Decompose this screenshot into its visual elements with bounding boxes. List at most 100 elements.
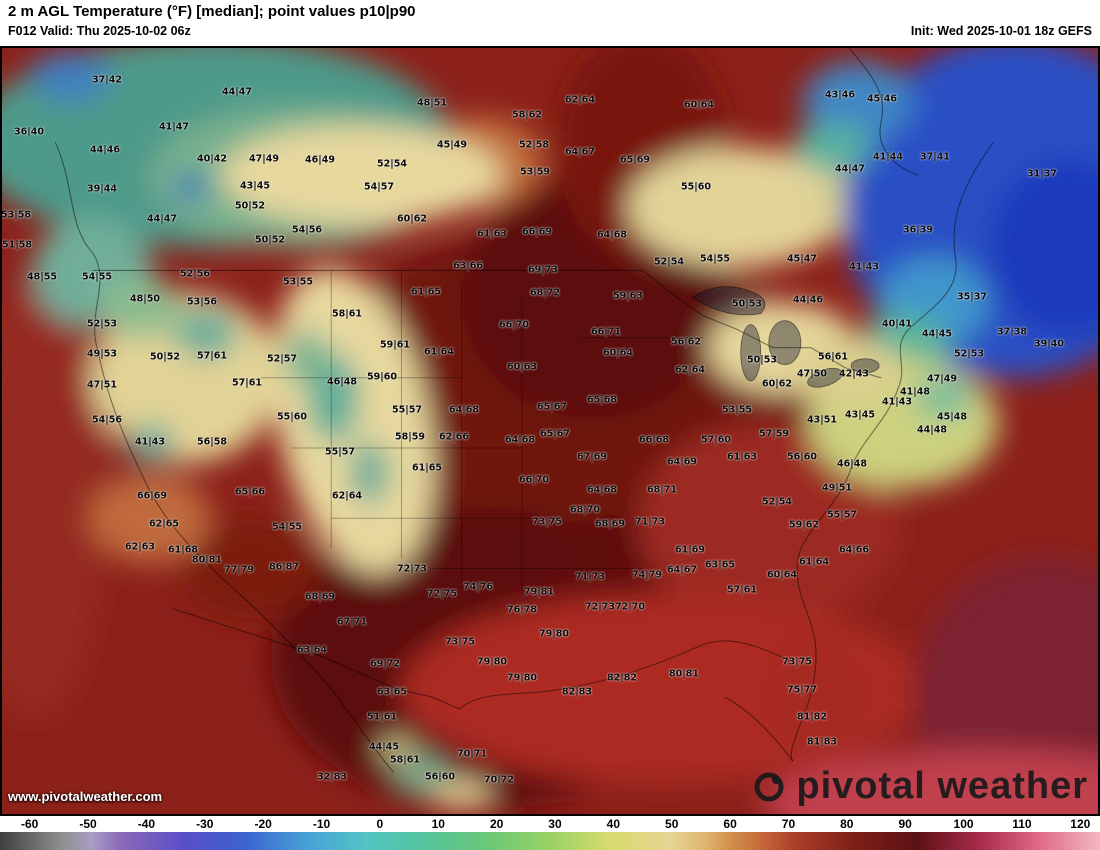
point-value: 58|61 <box>332 308 362 320</box>
state-borders <box>260 270 703 594</box>
point-value: 71|73 <box>575 571 605 583</box>
point-value: 66|70 <box>519 474 549 486</box>
point-value: 60|64 <box>603 347 633 359</box>
point-value: 86|87 <box>269 561 299 573</box>
point-value: 44|45 <box>369 741 399 753</box>
point-value: 44|47 <box>222 86 252 98</box>
point-value: 72|73 <box>397 563 427 575</box>
point-value: 73|75 <box>445 636 475 648</box>
point-value: 42|43 <box>839 368 869 380</box>
point-value: 65|67 <box>537 401 567 413</box>
point-value: 65|66 <box>235 486 265 498</box>
point-value: 77|79 <box>224 564 254 576</box>
point-value: 64|68 <box>449 404 479 416</box>
point-value: 53|56 <box>187 296 217 308</box>
point-value: 59|63 <box>613 290 643 302</box>
temperature-field <box>2 48 1098 814</box>
colorbar-tick-label: -30 <box>196 817 214 831</box>
point-value: 60|63 <box>507 361 537 373</box>
point-value: 66|68 <box>639 434 669 446</box>
point-value: 61|65 <box>411 286 441 298</box>
point-value: 69|72 <box>370 658 400 670</box>
point-value: 73|75 <box>782 656 812 668</box>
point-value: 68|69 <box>305 591 335 603</box>
point-value: 79|80 <box>539 628 569 640</box>
point-value: 37|38 <box>997 326 1027 338</box>
point-value: 75|77 <box>787 684 817 696</box>
colorbar: -60 -50 -40 -30 -20 -10 0 10 20 30 40 50 60 70 80 90 100… <box>0 816 1100 850</box>
point-value: 53|55 <box>283 276 313 288</box>
point-value: 54|56 <box>92 414 122 426</box>
point-value: 57|61 <box>232 377 262 389</box>
point-value: 55|60 <box>277 411 307 423</box>
site-url-watermark: www.pivotalweather.com <box>8 789 163 804</box>
colorbar-tick-label: 20 <box>489 817 504 831</box>
point-value: 61|63 <box>477 228 507 240</box>
map-canvas[interactable]: 37|42 44|47 48|51 58|62 62|64 60|64 43|46 45|46… <box>0 46 1100 816</box>
point-value: 41|43 <box>882 396 912 408</box>
point-value: 44|45 <box>922 328 952 340</box>
point-value: 35|37 <box>957 291 987 303</box>
colorbar-tick-label: 60 <box>723 817 737 831</box>
point-value: 52|56 <box>180 268 210 280</box>
point-value: 55|57 <box>392 404 422 416</box>
init-time-label: Init: Wed 2025-10-01 18z GEFS <box>910 24 1092 38</box>
point-value: 57|60 <box>701 434 731 446</box>
point-value: 50|53 <box>747 354 777 366</box>
point-value: 73|75 <box>532 516 562 528</box>
point-value: 54|57 <box>364 181 394 193</box>
point-value: 62|64 <box>332 490 362 502</box>
point-value: 64|67 <box>565 146 595 158</box>
point-value: 52|53 <box>954 348 984 360</box>
point-value: 58|59 <box>395 431 425 443</box>
point-value: 81|83 <box>807 736 837 748</box>
point-value: 68|69 <box>595 518 625 530</box>
point-value: 43|46 <box>825 89 855 101</box>
point-value: 63|66 <box>453 260 483 272</box>
point-value: 31|37 <box>1027 168 1057 180</box>
point-value: 74|76 <box>463 581 493 593</box>
point-value: 36|40 <box>14 126 44 138</box>
point-value: 58|62 <box>512 109 542 121</box>
point-value: 56|60 <box>787 451 817 463</box>
point-value: 36|39 <box>903 224 933 236</box>
point-value: 41|43 <box>135 436 165 448</box>
point-value: 71|73 <box>635 516 665 528</box>
colorbar-tick-label: 30 <box>548 817 562 831</box>
point-value: 59|62 <box>789 519 819 531</box>
point-value: 80|81 <box>192 554 222 566</box>
point-value: 52|54 <box>762 496 792 508</box>
colorbar-tick-label: 10 <box>431 817 445 831</box>
point-value: 47|49 <box>927 373 957 385</box>
point-value: 45|49 <box>437 139 467 151</box>
point-value: 53|55 <box>722 404 752 416</box>
point-value: 55|57 <box>325 446 355 458</box>
colorbar-tick-label: 120 <box>1070 817 1091 831</box>
point-value: 50|52 <box>150 351 180 363</box>
point-value: 62|63 <box>125 541 155 553</box>
point-value: 46|49 <box>305 154 335 166</box>
colorbar-tick-label: 40 <box>606 817 621 831</box>
point-value: 50|53 <box>732 298 762 310</box>
point-value: 44|46 <box>90 144 120 156</box>
point-value: 72|73 <box>585 601 615 613</box>
point-value: 61|68 <box>168 544 198 556</box>
point-value: 49|51 <box>822 482 852 494</box>
point-value: 68|70 <box>570 504 600 516</box>
point-value: 66|71 <box>591 326 621 338</box>
point-value: 45|46 <box>867 93 897 105</box>
point-value: 55|60 <box>681 181 711 193</box>
point-value: 46|48 <box>327 376 357 388</box>
point-value: 54|55 <box>700 253 730 265</box>
valid-time-label: F012 Valid: Thu 2025-10-02 06z <box>8 24 191 38</box>
point-value: 47|50 <box>797 368 827 380</box>
point-value: 41|43 <box>849 261 879 273</box>
point-value: 72|75 <box>427 588 457 600</box>
point-value: 39|40 <box>1034 338 1064 350</box>
colorbar-tick-label: -40 <box>137 817 156 831</box>
point-value: 79|81 <box>524 586 554 598</box>
point-value: 70|72 <box>484 774 514 786</box>
point-value: 66|70 <box>499 319 529 331</box>
point-value: 64|68 <box>587 484 617 496</box>
point-value: 40|41 <box>882 318 912 330</box>
